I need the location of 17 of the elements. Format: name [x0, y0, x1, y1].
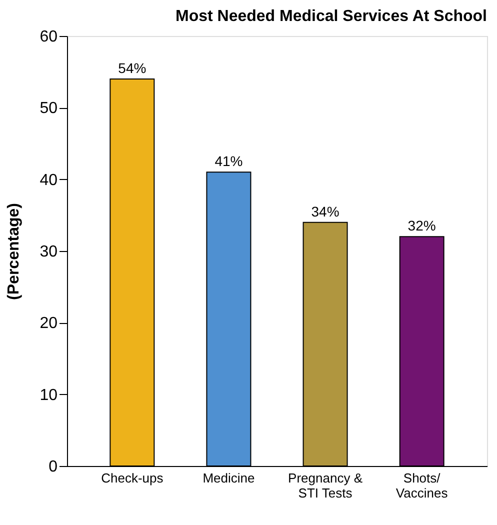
data-label: 34%	[311, 203, 340, 220]
x-tick-label: Medicine	[202, 470, 255, 486]
chart-title: Most Needed Medical Services At School	[176, 8, 487, 25]
x-tick-label: Check-ups	[101, 470, 164, 486]
y-tick-label: 10	[40, 386, 58, 404]
data-label: 54%	[118, 60, 146, 76]
y-tick-label: 0	[48, 458, 58, 476]
x-tick-label: Pregnancy & STI Tests	[288, 470, 363, 500]
y-tick-label: 60	[40, 28, 58, 46]
y-tick-label: 50	[40, 100, 58, 118]
y-tick-label: 40	[40, 172, 58, 189]
y-axis-title: (Percentage)	[6, 203, 23, 300]
x-tick-label: Shots/ Vaccines	[396, 470, 448, 500]
y-tick-label: 20	[40, 315, 58, 332]
y-tick-label: 30	[40, 244, 58, 260]
data-label: 32%	[408, 218, 436, 234]
data-label: 41%	[214, 153, 243, 170]
